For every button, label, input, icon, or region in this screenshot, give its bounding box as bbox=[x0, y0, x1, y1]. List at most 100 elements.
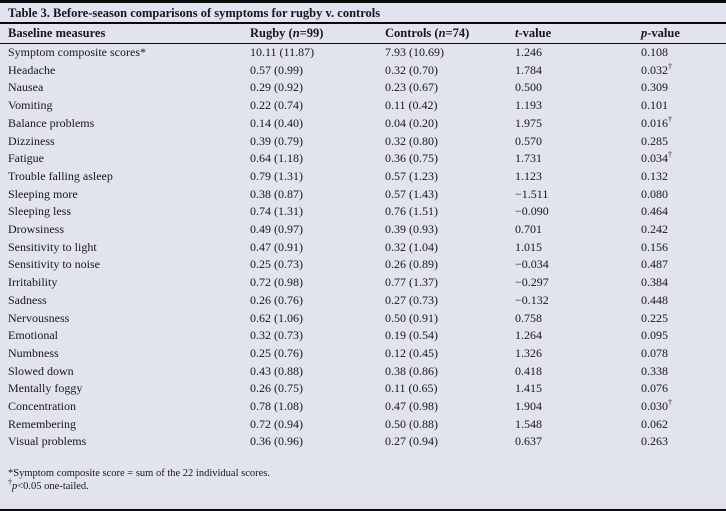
controls-cell: 0.32 (1.04) bbox=[385, 239, 438, 254]
controls-cell: 0.11 (0.42) bbox=[385, 98, 438, 113]
header-row: Baseline measures Rugby (n=99) Controls (n… bbox=[0, 24, 726, 44]
rugby-cell: 0.32 (0.73) bbox=[250, 328, 303, 343]
t-value-cell: 1.015 bbox=[515, 239, 542, 254]
measure-cell: Headache bbox=[8, 62, 56, 77]
rugby-cell: 0.14 (0.40) bbox=[250, 115, 303, 130]
controls-cell: 0.23 (0.67) bbox=[385, 80, 438, 95]
table-row: Visual problems 0.36 (0.96) 0.27 (0.94) 0.6… bbox=[0, 433, 726, 451]
p-value-cell: 0.078 bbox=[641, 345, 668, 360]
table-row: Vomiting 0.22 (0.74) 0.11 (0.42) 1.193 0.101 bbox=[0, 97, 726, 115]
rugby-cell: 0.26 (0.75) bbox=[250, 381, 303, 396]
rugby-cell: 10.11 (11.87) bbox=[250, 45, 315, 59]
table-row: Headache 0.57 (0.99) 0.32 (0.70) 1.784 0.032… bbox=[0, 62, 726, 80]
footnote-line: †p<0.05 one-tailed. bbox=[8, 477, 89, 493]
controls-cell: 0.76 (1.51) bbox=[385, 204, 438, 219]
p-value-cell: 0.132 bbox=[641, 168, 668, 183]
p-value-cell: 0.309 bbox=[641, 80, 668, 95]
controls-cell: 0.12 (0.45) bbox=[385, 345, 438, 360]
p-value-cell: 0.464 bbox=[641, 204, 668, 219]
table-row: Nausea 0.29 (0.92) 0.23 (0.67) 0.500 0.309 bbox=[0, 79, 726, 97]
measure-cell: Vomiting bbox=[8, 98, 53, 113]
rugby-cell: 0.38 (0.87) bbox=[250, 186, 303, 201]
p-value-cell: 0.108 bbox=[641, 45, 668, 59]
measure-cell: Dizziness bbox=[8, 133, 55, 148]
measure-cell: Concentration bbox=[8, 399, 76, 414]
t-value-cell: 1.246 bbox=[515, 45, 542, 59]
p-value-cell: 0.016† bbox=[641, 114, 672, 130]
t-value-cell: 1.731 bbox=[515, 151, 542, 166]
footnote-line: *Symptom composite score = sum of the 22… bbox=[8, 468, 270, 480]
t-value-cell: 0.701 bbox=[515, 222, 542, 237]
controls-cell: 0.11 (0.65) bbox=[385, 381, 438, 396]
table-row: Dizziness 0.39 (0.79) 0.32 (0.80) 0.570 0.28… bbox=[0, 133, 726, 151]
measure-cell: Sleeping more bbox=[8, 186, 78, 201]
table-row: Sensitivity to light 0.47 (0.91) 0.32 (1.0… bbox=[0, 239, 726, 257]
measure-cell: Mentally foggy bbox=[8, 381, 83, 396]
t-value-cell: −0.034 bbox=[515, 257, 549, 272]
measure-cell: Symptom composite scores* bbox=[8, 45, 146, 59]
rugby-cell: 0.29 (0.92) bbox=[250, 80, 303, 95]
measure-cell: Irritability bbox=[8, 275, 58, 290]
table-row: Sleeping more 0.38 (0.87) 0.57 (1.43) −1.51… bbox=[0, 186, 726, 204]
controls-cell: 0.50 (0.91) bbox=[385, 310, 438, 325]
column-header: Baseline measures bbox=[0, 24, 250, 44]
t-value-cell: 1.264 bbox=[515, 328, 542, 343]
table-row: Numbness 0.25 (0.76) 0.12 (0.45) 1.326 0.078 bbox=[0, 345, 726, 363]
table-row: Remembering 0.72 (0.94) 0.50 (0.88) 1.548 0.… bbox=[0, 416, 726, 434]
p-value-cell: 0.095 bbox=[641, 328, 668, 343]
rugby-cell: 0.25 (0.73) bbox=[250, 257, 303, 272]
t-value-cell: 0.500 bbox=[515, 80, 542, 95]
table-row: Mentally foggy 0.26 (0.75) 0.11 (0.65) 1.41… bbox=[0, 380, 726, 398]
controls-cell: 0.32 (0.80) bbox=[385, 133, 438, 148]
measure-cell: Remembering bbox=[8, 416, 76, 431]
rugby-cell: 0.47 (0.91) bbox=[250, 239, 303, 254]
t-value-cell: 1.326 bbox=[515, 345, 542, 360]
controls-cell: 0.50 (0.88) bbox=[385, 416, 438, 431]
measure-cell: Slowed down bbox=[8, 363, 74, 378]
measure-cell: Sadness bbox=[8, 292, 47, 307]
t-value-cell: −0.132 bbox=[515, 292, 549, 307]
t-value-cell: 0.570 bbox=[515, 133, 542, 148]
controls-cell: 0.26 (0.89) bbox=[385, 257, 438, 272]
measure-cell: Emotional bbox=[8, 328, 58, 343]
measure-cell: Nausea bbox=[8, 80, 44, 95]
measure-cell: Balance problems bbox=[8, 115, 95, 130]
symptoms-comparison-table: Baseline measures Rugby (n=99) Controls (n… bbox=[0, 24, 726, 451]
controls-cell: 0.38 (0.86) bbox=[385, 363, 438, 378]
rugby-cell: 0.64 (1.18) bbox=[250, 151, 303, 166]
rugby-cell: 0.62 (1.06) bbox=[250, 310, 303, 325]
significance-dagger: † bbox=[668, 114, 672, 124]
controls-cell: 0.57 (1.43) bbox=[385, 186, 438, 201]
p-value-cell: 0.285 bbox=[641, 133, 668, 148]
t-value-cell: 1.548 bbox=[515, 416, 542, 431]
table-row: Trouble falling asleep 0.79 (1.31) 0.57 (1… bbox=[0, 168, 726, 186]
measure-cell: Visual problems bbox=[8, 434, 87, 449]
t-value-cell: 0.418 bbox=[515, 363, 542, 378]
column-header: p-value bbox=[641, 24, 726, 44]
table-row: Irritability 0.72 (0.98) 0.77 (1.37) −0.297… bbox=[0, 274, 726, 292]
column-header: Rugby (n=99) bbox=[250, 24, 385, 44]
controls-cell: 0.04 (0.20) bbox=[385, 115, 438, 130]
rugby-cell: 0.43 (0.88) bbox=[250, 363, 303, 378]
measure-cell: Drowsiness bbox=[8, 222, 64, 237]
p-value-cell: 0.030† bbox=[641, 398, 672, 414]
table-row: Balance problems 0.14 (0.40) 0.04 (0.20) 1.… bbox=[0, 115, 726, 133]
footnotes: *Symptom composite score = sum of the 22… bbox=[0, 467, 726, 493]
p-value-cell: 0.076 bbox=[641, 381, 668, 396]
table-row: Sleeping less 0.74 (1.31) 0.76 (1.51) −0.09… bbox=[0, 203, 726, 221]
controls-cell: 0.47 (0.98) bbox=[385, 399, 438, 414]
rugby-cell: 0.79 (1.31) bbox=[250, 168, 303, 183]
table-row: Sadness 0.26 (0.76) 0.27 (0.73) −0.132 0.448 bbox=[0, 292, 726, 310]
significance-dagger: † bbox=[668, 150, 672, 160]
rugby-cell: 0.39 (0.79) bbox=[250, 133, 303, 148]
rugby-cell: 0.36 (0.96) bbox=[250, 434, 303, 449]
t-value-cell: 1.123 bbox=[515, 168, 542, 183]
t-value-cell: −0.090 bbox=[515, 204, 549, 219]
table-row: Symptom composite scores* 10.11 (11.87) 7.… bbox=[0, 44, 726, 62]
p-value-cell: 0.487 bbox=[641, 257, 668, 272]
controls-cell: 0.27 (0.94) bbox=[385, 434, 438, 449]
p-value-cell: 0.338 bbox=[641, 363, 668, 378]
controls-cell: 0.27 (0.73) bbox=[385, 292, 438, 307]
p-value-cell: 0.080 bbox=[641, 186, 668, 201]
rugby-cell: 0.78 (1.08) bbox=[250, 399, 303, 414]
